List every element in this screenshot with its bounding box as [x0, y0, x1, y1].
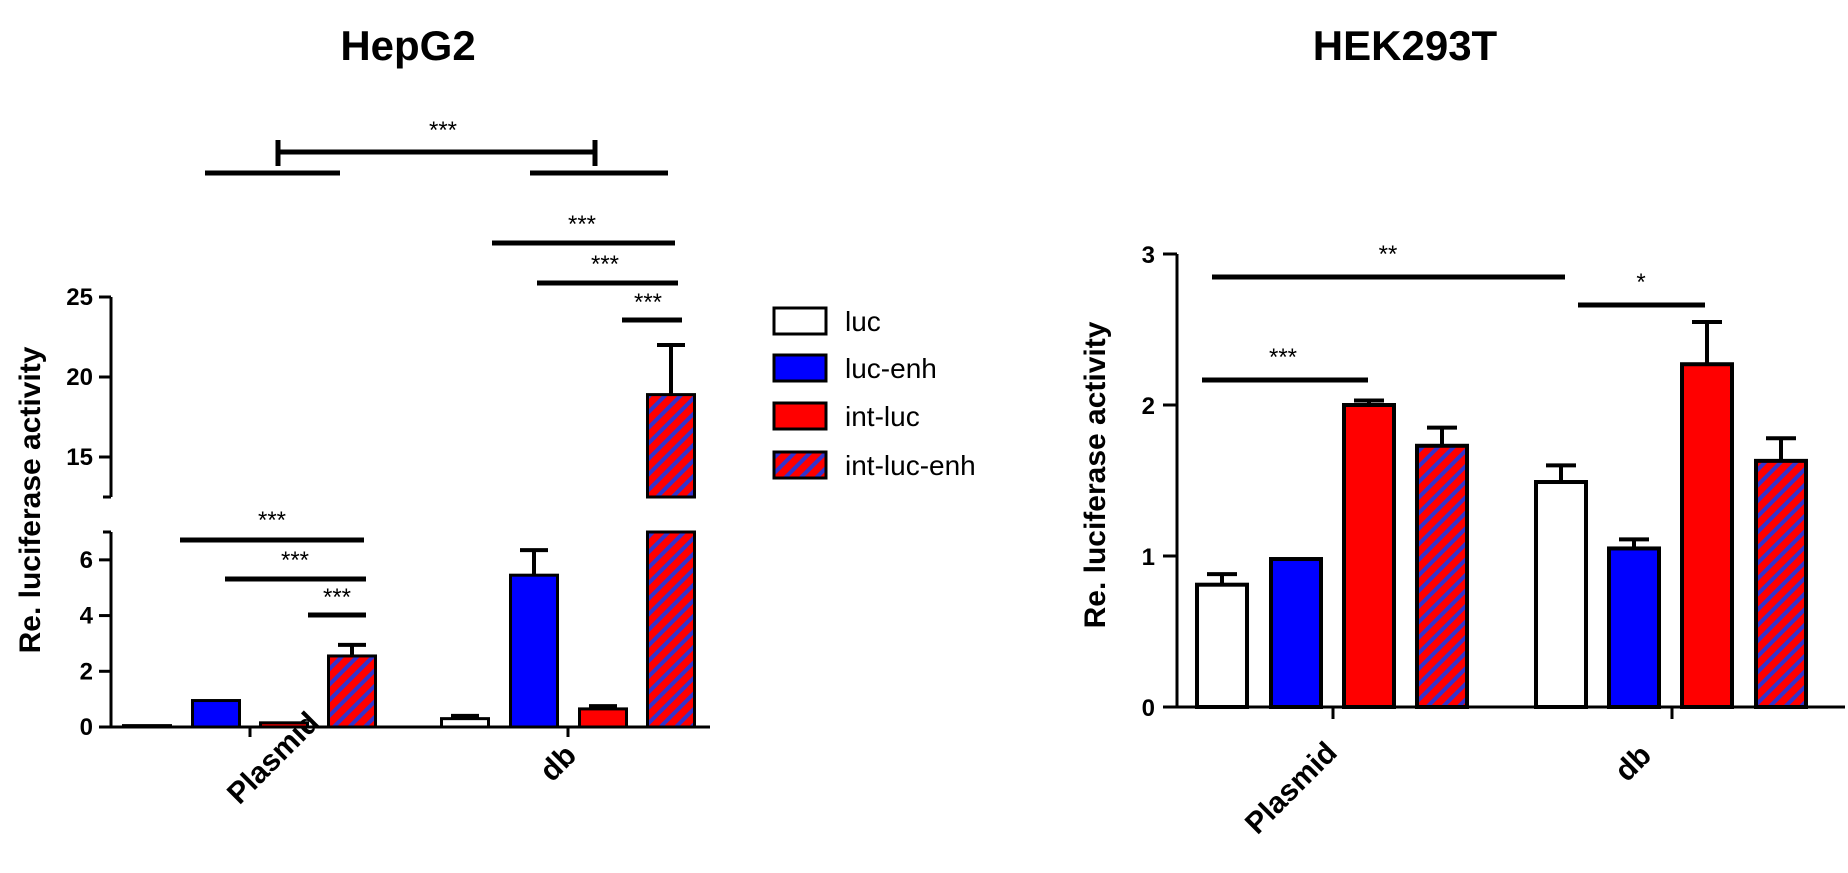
- legend-swatch-int-luc: [772, 401, 828, 431]
- y-tick-label: 0: [1142, 695, 1155, 722]
- legend: luc luc-enh int-luc int-luc-enh: [772, 306, 976, 481]
- bar: [578, 707, 628, 729]
- hepg2-category-label: db: [534, 739, 583, 788]
- bar: [191, 699, 241, 729]
- legend-label-luc: luc: [845, 306, 881, 337]
- bar: [327, 654, 377, 729]
- bar: [509, 573, 559, 729]
- y-tick-label: 1: [1142, 544, 1155, 571]
- significance-label: *: [1636, 269, 1645, 296]
- hek293t-y-axis-label: Re. luciferase activity: [1079, 321, 1112, 628]
- significance-label: ***: [1269, 344, 1297, 371]
- bar: [646, 530, 696, 729]
- significance-label: ***: [281, 547, 309, 574]
- hek293t-category-label: Plasmid: [1239, 736, 1344, 841]
- hek293t-category-label: db: [1609, 739, 1658, 788]
- y-tick-label: 3: [1142, 242, 1155, 269]
- bar: [1607, 546, 1661, 710]
- significance-label: ***: [258, 507, 286, 534]
- legend-label-luc-enh: luc-enh: [845, 353, 937, 384]
- bar: [1534, 480, 1588, 710]
- hepg2-title: HepG2: [340, 22, 475, 69]
- y-tick-label: 2: [80, 658, 93, 685]
- legend-label-int-luc: int-luc: [845, 401, 920, 432]
- bar: [1195, 582, 1249, 709]
- hek293t-bars: [1195, 319, 1808, 710]
- hepg2-y-axis-label: Re. luciferase activity: [14, 346, 47, 653]
- y-tick-label: 2: [1142, 393, 1155, 420]
- bar: [1342, 403, 1396, 709]
- significance-label: ***: [568, 211, 596, 238]
- significance-label: ***: [591, 251, 619, 278]
- y-tick-label: 4: [80, 603, 94, 630]
- legend-swatch-int-luc-enh: [772, 450, 828, 480]
- bar: [1415, 443, 1469, 709]
- hek293t-axes: 0 1 2 3: [1142, 242, 1845, 722]
- hek293t-significance-labels: ** * ***: [1269, 241, 1646, 371]
- legend-swatch-luc-enh: [772, 353, 828, 383]
- y-tick-label: 0: [80, 714, 93, 741]
- significance-label: **: [1379, 241, 1398, 268]
- y-tick-label: 20: [66, 364, 93, 391]
- bar: [1680, 362, 1734, 709]
- hek293t-significance: [1202, 274, 1705, 383]
- hepg2-significance-labels: *** *** *** *** *** *** ***: [258, 117, 662, 611]
- y-tick-label: 25: [66, 284, 93, 311]
- legend-label-int-luc-enh: int-luc-enh: [845, 450, 976, 481]
- y-tick-label: 6: [80, 547, 93, 574]
- bar: [1754, 458, 1808, 709]
- hek293t-title: HEK293T: [1313, 22, 1498, 69]
- significance-label: ***: [429, 117, 457, 144]
- hepg2-significance: [180, 140, 682, 618]
- hepg2-axes: 0 2 4 6 15 20 25: [66, 284, 710, 741]
- hepg2-bars: [122, 343, 696, 729]
- significance-label: ***: [323, 584, 351, 611]
- significance-label: ***: [634, 289, 662, 316]
- bar: [1269, 557, 1323, 710]
- legend-swatch-luc: [772, 306, 828, 336]
- bar: [646, 393, 696, 499]
- y-tick-label: 15: [66, 444, 93, 471]
